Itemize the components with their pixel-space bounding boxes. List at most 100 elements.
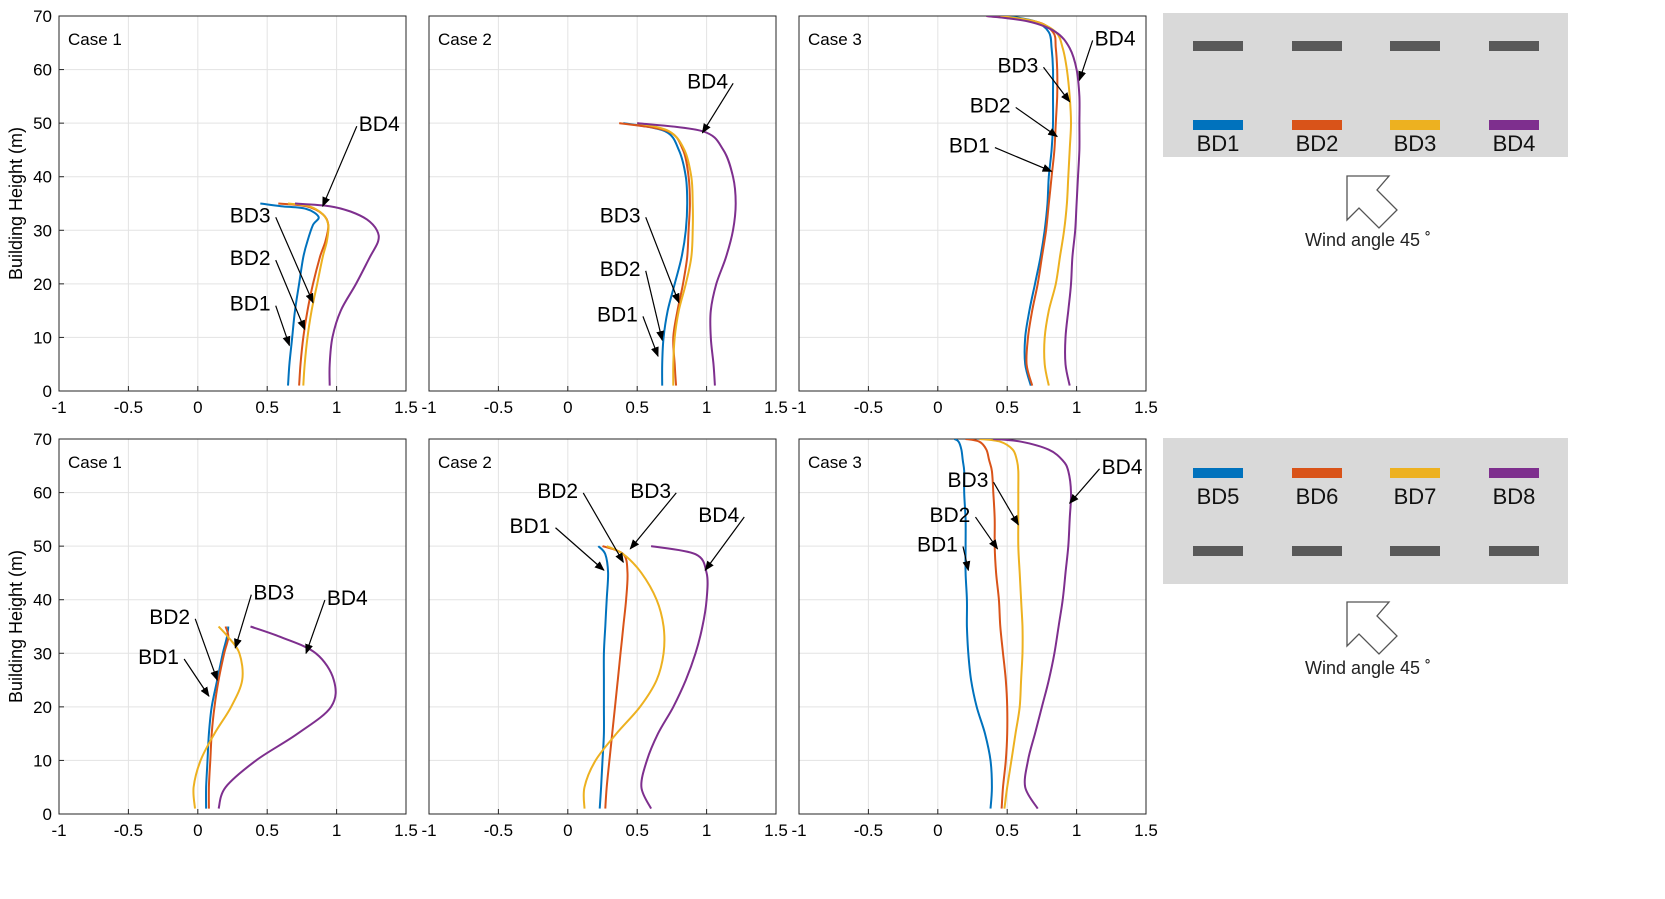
building-bar-gray (1390, 546, 1440, 556)
series-line-bd2 (602, 545, 629, 809)
annotation-label-bd3: BD3 (253, 582, 294, 605)
building-bar-bd6 (1292, 468, 1342, 478)
y-tick-label: 10 (33, 751, 52, 770)
series-line-bd2 (619, 122, 691, 386)
y-tick-label: 20 (33, 698, 52, 717)
annotation-arrow (555, 527, 605, 571)
annotation-label-bd1: BD1 (510, 515, 551, 538)
plot-frame (58, 438, 407, 815)
series-line-bd4 (986, 16, 1081, 386)
series-line-bd1 (260, 202, 320, 386)
series-line-bd4 (217, 625, 337, 809)
annotation-arrow (642, 316, 659, 358)
building-bar-bd2 (1292, 120, 1342, 130)
annotation-arrow (234, 594, 252, 649)
building-bar-gray (1489, 41, 1539, 51)
chart-panel-top-case3: -1 -0.5 0 0.5 1 1.5 Case 3 BD4 BD3 BD2 BD1 (791, 15, 1158, 417)
annotation-label-bd2: BD2 (600, 258, 641, 281)
layout-diagram-1: BD1 BD2 BD3 BD4 Wind angle 45 ˚ (1163, 13, 1568, 250)
annotation-label-bd2: BD2 (970, 94, 1011, 117)
x-tick-label: 0.5 (625, 398, 649, 417)
series-line-bd2 (965, 439, 1009, 809)
annotation-arrow (1069, 468, 1101, 505)
series-line-bd3 (287, 202, 330, 386)
series-group (582, 545, 709, 810)
building-label-bd8: BD8 (1493, 484, 1536, 509)
x-tick-label: 1.5 (394, 821, 418, 840)
x-tick-label: 0.5 (255, 821, 279, 840)
annotation-arrow (645, 270, 664, 342)
building-label-bd5: BD5 (1197, 484, 1240, 509)
building-bar-bd8 (1489, 468, 1539, 478)
panel-title: Case 1 (68, 453, 122, 472)
annotation-arrow (704, 516, 745, 572)
y-axis-label: Building Height (m) (6, 550, 26, 703)
x-tick-label: 0 (563, 398, 572, 417)
annotation-label-bd3: BD3 (600, 204, 641, 227)
annotation-label-bd1: BD1 (917, 534, 958, 557)
x-tick-label: -0.5 (854, 821, 883, 840)
x-tick-label: 1 (332, 821, 341, 840)
plot-frame (58, 15, 407, 392)
x-tick-label: 0 (193, 398, 202, 417)
y-tick-label: 40 (33, 591, 52, 610)
building-bar-gray (1292, 41, 1342, 51)
series-line-bd4 (640, 545, 709, 810)
annotation-arrow (305, 599, 326, 655)
x-tick-label: 0 (563, 821, 572, 840)
annotation-label-bd1: BD1 (230, 293, 271, 316)
y-tick-label: 0 (43, 805, 52, 824)
x-tick-label: -1 (51, 398, 66, 417)
plot-frame (428, 15, 777, 392)
series-group (619, 122, 737, 386)
plot-frame (798, 15, 1147, 392)
arrow-up-left-icon (1346, 175, 1398, 229)
annotation-arrow (629, 492, 677, 550)
chart-panel-bottom-case3: -1 -0.5 0 0.5 1 1.5 Case 3 BD4 BD3 BD2 BD1 (791, 438, 1158, 840)
series-line-bd1 (953, 439, 993, 809)
series-group (953, 439, 1073, 810)
annotation-label-bd2: BD2 (149, 606, 190, 629)
y-tick-label: 70 (33, 430, 52, 449)
y-tick-label: 30 (33, 221, 52, 240)
building-layout-diagrams: BD1 BD2 BD3 BD4 Wind angle 45 ˚ BD5 BD6 BD7 BD8 W… (1163, 13, 1568, 678)
x-tick-label: 1 (702, 821, 711, 840)
y-tick-label: 20 (33, 275, 52, 294)
annotation-arrow (1015, 106, 1058, 138)
building-bar-gray (1390, 41, 1440, 51)
x-tick-label: -1 (791, 398, 806, 417)
annotation-arrow (183, 658, 210, 697)
annotation-arrow (994, 147, 1053, 172)
x-tick-label: -0.5 (114, 821, 143, 840)
series-line-bd2 (278, 202, 330, 386)
y-tick-label: 0 (43, 382, 52, 401)
annotation-label-bd3: BD3 (230, 204, 271, 227)
annotation-label-bd4: BD4 (698, 504, 739, 527)
x-tick-label: 0.5 (625, 821, 649, 840)
building-bar-gray (1193, 546, 1243, 556)
x-tick-label: -0.5 (484, 821, 513, 840)
series-line-bd2 (986, 16, 1059, 386)
x-tick-label: 0.5 (995, 398, 1019, 417)
y-tick-label: 40 (33, 168, 52, 187)
annotation-label-bd1: BD1 (138, 646, 179, 669)
chart-panel-bottom-case1: -1 -0.5 0 0.5 1 1.5 0 10 20 30 40 50 60 70 Building He… (6, 430, 418, 840)
annotation-arrow (275, 217, 314, 304)
annotation-label-bd1: BD1 (597, 303, 638, 326)
panel-title: Case 2 (438, 453, 492, 472)
plot-frame (798, 438, 1147, 815)
x-tick-label: 1 (1072, 398, 1081, 417)
building-bar-bd5 (1193, 468, 1243, 478)
chart-panel-top-case1: -1 -0.5 0 0.5 1 1.5 0 10 20 30 40 50 60 70 Building He… (6, 7, 418, 417)
y-tick-label: 60 (33, 484, 52, 503)
annotation-label-bd3: BD3 (630, 480, 671, 503)
x-tick-label: 1 (332, 398, 341, 417)
annotation-label-bd4: BD4 (359, 113, 400, 136)
x-tick-label: 1.5 (764, 821, 788, 840)
annotation-label-bd4: BD4 (327, 587, 368, 610)
series-line-bd3 (192, 625, 244, 809)
arrow-up-left-icon (1346, 601, 1398, 655)
building-bar-bd4 (1489, 120, 1539, 130)
series-line-bd4 (993, 439, 1073, 810)
x-tick-label: 1.5 (1134, 398, 1158, 417)
